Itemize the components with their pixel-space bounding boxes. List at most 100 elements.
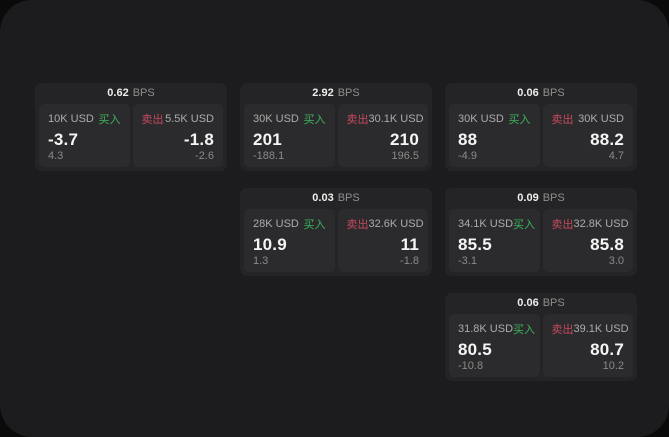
sell-panel[interactable]: 卖出 39.1K USD 80.7 10.2 [542,314,633,377]
bps-header: 0.06 BPS [449,293,633,314]
buy-size: 31.8K USD [458,323,514,335]
sell-delta: 196.5 [391,150,419,162]
panels-row: 30K USD 买入 201 -188.1 卖出 30.1K USD 210 1… [244,104,428,167]
panels-row: 34.1K USD 买入 85.5 -3.1 卖出 32.8K USD 85.8… [449,209,633,272]
sell-label: 卖出 [551,324,574,336]
buy-delta: -188.1 [253,150,285,162]
buy-delta: 1.3 [253,255,269,267]
buy-price: 88 [458,130,478,149]
bps-header: 0.62 BPS [39,83,223,104]
panels-row: 30K USD 买入 88 -4.9 卖出 30K USD 88.2 4.7 [449,104,633,167]
buy-price: 80.5 [458,340,492,359]
panel-top: 卖出 30.1K USD [346,111,424,127]
buy-panel[interactable]: 10K USD 买入 -3.7 4.3 [39,104,130,167]
bps-unit-label: BPS [542,87,565,99]
sell-delta: 10.2 [602,360,624,372]
buy-label: 买入 [303,219,326,231]
bps-value: 2.92 [312,87,334,99]
sell-delta: 4.7 [608,150,624,162]
sell-panel[interactable]: 卖出 5.5K USD -1.8 -2.6 [132,104,223,167]
buy-label: 买入 [513,324,536,336]
buy-label: 买入 [98,114,121,126]
sell-panel[interactable]: 卖出 32.6K USD 11 -1.8 [337,209,428,272]
bps-value: 0.06 [517,87,539,99]
panel-top: 卖出 39.1K USD [551,321,629,337]
buy-price: 10.9 [253,235,287,254]
buy-size: 10K USD [48,113,94,125]
sell-price: 80.7 [590,340,624,359]
bps-header: 0.06 BPS [449,83,633,104]
panel-top: 28K USD 买入 [253,216,326,232]
panel-top: 34.1K USD 买入 [458,216,535,232]
buy-label: 买入 [513,219,536,231]
sell-size: 39.1K USD [573,323,629,335]
bps-value: 0.62 [107,87,129,99]
sell-price: 88.2 [590,130,624,149]
bps-unit-label: BPS [132,87,155,99]
bps-header: 0.03 BPS [244,188,428,209]
buy-price: 201 [253,130,282,149]
buy-label: 买入 [508,114,531,126]
quote-card: 0.03 BPS 28K USD 买入 10.9 1.3 卖出 32.6K US… [240,188,432,276]
buy-panel[interactable]: 30K USD 买入 201 -188.1 [244,104,335,167]
quote-card: 0.09 BPS 34.1K USD 买入 85.5 -3.1 卖出 32.8K… [445,188,637,276]
quote-card: 0.06 BPS 30K USD 买入 88 -4.9 卖出 30K USD [445,83,637,171]
panel-top: 10K USD 买入 [48,111,121,127]
sell-size: 32.8K USD [573,218,629,230]
bps-header: 0.09 BPS [449,188,633,209]
sell-label: 卖出 [346,219,369,231]
bps-unit-label: BPS [337,192,360,204]
sell-panel[interactable]: 卖出 30.1K USD 210 196.5 [337,104,428,167]
buy-delta: 4.3 [48,150,64,162]
panel-top: 30K USD 买入 [458,111,531,127]
sell-delta: -1.8 [400,255,419,267]
sell-label: 卖出 [551,219,574,231]
sell-label: 卖出 [346,114,369,126]
panel-top: 卖出 32.6K USD [346,216,424,232]
bps-unit-label: BPS [337,87,360,99]
buy-panel[interactable]: 34.1K USD 买入 85.5 -3.1 [449,209,540,272]
sell-size: 5.5K USD [165,113,214,125]
buy-size: 28K USD [253,218,299,230]
quote-card: 2.92 BPS 30K USD 买入 201 -188.1 卖出 30.1K … [240,83,432,171]
bps-value: 0.03 [312,192,334,204]
sell-label: 卖出 [551,114,574,126]
buy-panel[interactable]: 28K USD 买入 10.9 1.3 [244,209,335,272]
buy-label: 买入 [303,114,326,126]
buy-delta: -3.1 [458,255,477,267]
buy-price: 85.5 [458,235,492,254]
sell-panel[interactable]: 卖出 30K USD 88.2 4.7 [542,104,633,167]
panel-top: 30K USD 买入 [253,111,326,127]
sell-price: 210 [390,130,419,149]
buy-panel[interactable]: 30K USD 买入 88 -4.9 [449,104,540,167]
bps-unit-label: BPS [542,192,565,204]
buy-price: -3.7 [48,130,79,149]
sell-size: 30.1K USD [368,113,424,125]
sell-delta: -2.6 [195,150,214,162]
quote-card: 0.06 BPS 31.8K USD 买入 80.5 -10.8 卖出 39.1… [445,293,637,381]
bps-unit-label: BPS [542,297,565,309]
bps-value: 0.06 [517,297,539,309]
panels-row: 31.8K USD 买入 80.5 -10.8 卖出 39.1K USD 80.… [449,314,633,377]
quote-grid: 0.62 BPS 10K USD 买入 -3.7 4.3 卖出 5.5K USD [35,83,637,381]
panels-row: 28K USD 买入 10.9 1.3 卖出 32.6K USD 11 -1.8 [244,209,428,272]
sell-label: 卖出 [141,114,164,126]
sell-size: 32.6K USD [368,218,424,230]
quote-card: 0.62 BPS 10K USD 买入 -3.7 4.3 卖出 5.5K USD [35,83,227,171]
panels-row: 10K USD 买入 -3.7 4.3 卖出 5.5K USD -1.8 -2.… [39,104,223,167]
buy-panel[interactable]: 31.8K USD 买入 80.5 -10.8 [449,314,540,377]
sell-panel[interactable]: 卖出 32.8K USD 85.8 3.0 [542,209,633,272]
sell-size: 30K USD [578,113,624,125]
sell-delta: 3.0 [608,255,624,267]
buy-delta: -4.9 [458,150,477,162]
buy-size: 34.1K USD [458,218,514,230]
panel-top: 卖出 30K USD [552,111,625,127]
buy-size: 30K USD [253,113,299,125]
sell-price: 85.8 [590,235,624,254]
panel-top: 31.8K USD 买入 [458,321,535,337]
bps-value: 0.09 [517,192,539,204]
buy-size: 30K USD [458,113,504,125]
sell-price: -1.8 [183,130,214,149]
buy-delta: -10.8 [458,360,484,372]
